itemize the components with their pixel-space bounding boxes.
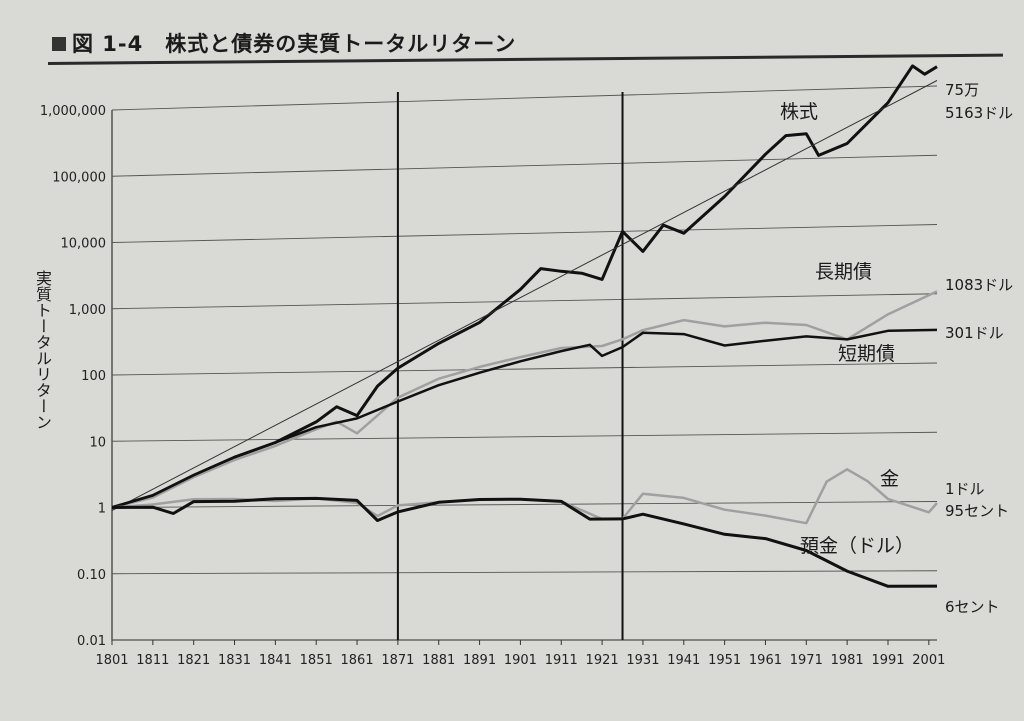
end-value-label: 301ドル — [945, 324, 1004, 342]
series-line — [111, 64, 938, 509]
x-tick-label: 1851 — [300, 653, 333, 668]
y-tick-label: 1,000 — [69, 303, 106, 318]
series-line — [111, 468, 938, 525]
series-label: 預金（ドル） — [800, 535, 914, 557]
x-tick-label: 1861 — [341, 653, 374, 668]
y-tick-label: 100 — [81, 369, 106, 384]
y-tick-label: 10 — [89, 435, 106, 450]
gridline — [111, 362, 938, 376]
series-line — [111, 290, 938, 509]
x-tick-label: 1881 — [422, 653, 455, 668]
end-value-label: 75万 — [945, 81, 979, 99]
figure-title-text: 株式と債券の実質トータルリターン — [165, 32, 517, 56]
gridline — [111, 224, 938, 243]
x-tick-label: 1951 — [708, 653, 741, 668]
x-tick-label: 1841 — [259, 653, 292, 668]
gridline — [111, 431, 938, 442]
y-tick-label: 0.01 — [77, 634, 106, 649]
x-tick-label: 1911 — [545, 653, 578, 668]
axis-frame — [111, 110, 937, 641]
square-icon — [52, 37, 66, 51]
x-tick-label: 2001 — [912, 653, 945, 668]
figure-title: 図 1-4 株式と債券の実質トータルリターン — [52, 28, 516, 58]
end-value-label: 95セント — [945, 502, 1009, 520]
end-value-label: 6セント — [945, 598, 1000, 616]
x-tick-label: 1821 — [177, 653, 210, 668]
x-tick-label: 1991 — [871, 653, 904, 668]
end-value-label: 5163ドル — [945, 104, 1013, 122]
series-line — [111, 328, 938, 509]
x-tick-label: 1971 — [790, 653, 823, 668]
x-tick-label: 1981 — [831, 653, 864, 668]
end-value-label: 1ドル — [945, 480, 985, 498]
y-tick-label: 1 — [98, 502, 106, 517]
y-tick-label: 10,000 — [61, 237, 107, 252]
gridline — [111, 293, 938, 310]
gridline — [111, 154, 938, 177]
x-tick-label: 1811 — [136, 653, 169, 668]
x-tick-label: 1961 — [749, 653, 782, 668]
x-tick-label: 1901 — [504, 653, 537, 668]
y-tick-label: 100,000 — [52, 170, 106, 185]
series-line — [111, 80, 938, 511]
x-tick-label: 1801 — [95, 653, 128, 668]
figure-number: 図 1-4 — [72, 32, 144, 56]
gridline — [111, 570, 938, 575]
x-tick-label: 1891 — [463, 653, 496, 668]
x-tick-label: 1831 — [218, 653, 251, 668]
x-tick-label: 1871 — [381, 653, 414, 668]
gridline — [111, 85, 938, 111]
end-value-label: 1083ドル — [945, 276, 1013, 294]
series-label: 長期債 — [815, 261, 872, 283]
y-tick-label: 1,000,000 — [40, 104, 106, 119]
series-line — [111, 496, 938, 588]
series-label: 短期債 — [838, 343, 895, 365]
y-tick-label: 0.10 — [77, 568, 106, 583]
series-label: 金 — [880, 468, 899, 490]
x-tick-label: 1931 — [626, 653, 659, 668]
gridline — [111, 501, 938, 508]
series-label: 株式 — [780, 101, 818, 123]
x-tick-label: 1941 — [667, 653, 700, 668]
x-tick-label: 1921 — [586, 653, 619, 668]
y-axis-label: 実質トータルリターン — [33, 270, 52, 430]
